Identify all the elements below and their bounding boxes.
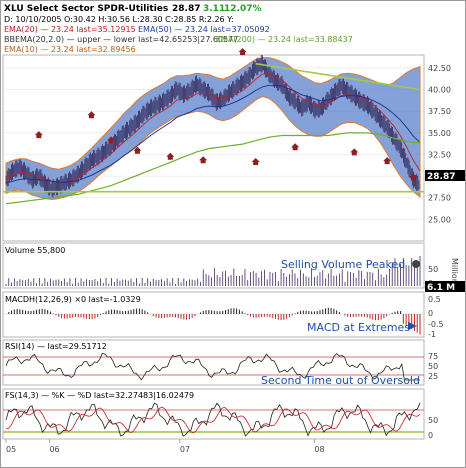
price-tick-label: 25.00 bbox=[428, 215, 451, 224]
last-price-box bbox=[425, 170, 465, 181]
quote-last: 28.87 bbox=[172, 4, 200, 14]
legend-bbema: BBEMA(20,2.0) — upper — lower last=42.65… bbox=[4, 35, 238, 44]
macd-tick-2: -0.5 bbox=[428, 320, 444, 329]
up-signal-marker bbox=[409, 173, 418, 181]
fs-d-line bbox=[5, 406, 421, 434]
up-signal-marker bbox=[251, 157, 260, 165]
x-tick-label: 06 bbox=[49, 445, 59, 454]
up-signal-marker bbox=[350, 148, 359, 156]
volume-panel-border bbox=[2, 242, 425, 289]
legend-ema200: EMA(200) — 23.24 last=33.88437 bbox=[216, 35, 353, 44]
rsi-label: RSI(14) — last=29.51712 bbox=[5, 342, 107, 351]
ema200-line bbox=[5, 132, 421, 205]
up-signal-marker bbox=[383, 157, 392, 165]
macd-label: MACDH(12,26,9) ×0 last=-1.0329 bbox=[5, 295, 141, 304]
volume-axis-label: Millions bbox=[450, 258, 459, 288]
macd-annotation: MACD at Extremes bbox=[307, 321, 410, 334]
fs-tick-0: 50 bbox=[428, 416, 438, 425]
macd-tick-3: -1 bbox=[428, 330, 436, 339]
legend-ema50: EMA(50) — 23.24 last=37.05092 bbox=[138, 25, 270, 34]
macd-tick-1: 0 bbox=[428, 309, 433, 318]
x-tick-label: 05 bbox=[6, 445, 16, 454]
price-tick-label: 37.50 bbox=[428, 107, 451, 116]
signal-markers bbox=[34, 48, 418, 181]
price-tick-label: 27.50 bbox=[428, 194, 451, 203]
price-tick-label: 40.00 bbox=[428, 86, 451, 95]
rsi-line bbox=[5, 352, 420, 381]
volume-annotation-marker bbox=[412, 260, 420, 268]
up-signal-marker bbox=[133, 146, 142, 154]
macd-histogram bbox=[8, 307, 421, 335]
up-signal-marker bbox=[107, 136, 116, 144]
macd-panel: MACDH(12,26,9) ×0 last=-1.0329 MACD at E… bbox=[2, 291, 444, 339]
quote-change-pct: 12.07% bbox=[224, 4, 262, 14]
price-tick-label: 35.00 bbox=[428, 129, 451, 138]
x-tick-label: 08 bbox=[314, 445, 324, 454]
volume-panel: Volume 55,800 Selling Volume Peaked 50 0… bbox=[2, 242, 465, 293]
up-signal-marker bbox=[291, 143, 300, 151]
macd-panel-border bbox=[2, 291, 425, 338]
up-signal-marker bbox=[87, 111, 96, 119]
up-signal-marker bbox=[199, 156, 208, 164]
rsi-annotation: Second Time out of Oversold bbox=[261, 374, 420, 387]
rsi-tick-0: 75 bbox=[428, 352, 438, 361]
ema50-line bbox=[5, 84, 421, 184]
price-tick-label: 32.50 bbox=[428, 150, 451, 159]
volume-last-box bbox=[425, 281, 465, 292]
x-tick-label: 07 bbox=[180, 445, 190, 454]
volume-bars bbox=[5, 256, 421, 286]
macd-annotation-arrow bbox=[408, 322, 417, 330]
rsi-tick-1: 50 bbox=[428, 362, 438, 371]
rsi-panel-border bbox=[2, 339, 425, 386]
up-signal-marker bbox=[34, 131, 43, 139]
volume-annotation: Selling Volume Peaked bbox=[281, 258, 405, 271]
price-tick-label: 42.50 bbox=[428, 64, 451, 73]
macd-tick-0: 0.5 bbox=[428, 295, 441, 304]
trend-line bbox=[255, 62, 421, 91]
legend-ema10: EMA(10) — 23.24 last=32.89456 bbox=[4, 45, 136, 54]
ohlc-line: D: 10/10/2005 O:30.42 H:30.56 L:28.30 C:… bbox=[4, 15, 234, 24]
volume-tick-50: 50 bbox=[428, 265, 438, 274]
fs-tick-1: 0 bbox=[428, 431, 433, 440]
last-price-label: 28.87 bbox=[427, 172, 455, 182]
fs-panel: FS(14,3) — %K — %D last=32.27483|16.0247… bbox=[2, 388, 438, 440]
bollinger-band bbox=[5, 57, 421, 201]
chart-title: XLU Select Sector SPDR-Utilities bbox=[4, 4, 168, 14]
rsi-panel: RSI(14) — last=29.51712 Second Time out … bbox=[2, 339, 438, 387]
x-axis: 05 06 07 08 bbox=[5, 439, 325, 454]
price-panel: 42.5040.0037.5035.0032.5030.0027.5025.00… bbox=[2, 48, 465, 242]
volume-label: Volume 55,800 bbox=[5, 246, 65, 255]
legend-ema20: EMA(20) — 23.24 last=35.12915 bbox=[4, 25, 136, 34]
fs-label: FS(14,3) — %K — %D last=32.27483|16.0247… bbox=[5, 391, 194, 400]
rsi-tick-2: 25 bbox=[428, 372, 438, 381]
quote-change: 3.11 bbox=[203, 4, 225, 14]
price-bars bbox=[5, 54, 420, 198]
up-signal-marker bbox=[166, 152, 175, 160]
volume-last-label: 6.1 M bbox=[427, 283, 455, 293]
up-signal-marker bbox=[238, 48, 247, 56]
